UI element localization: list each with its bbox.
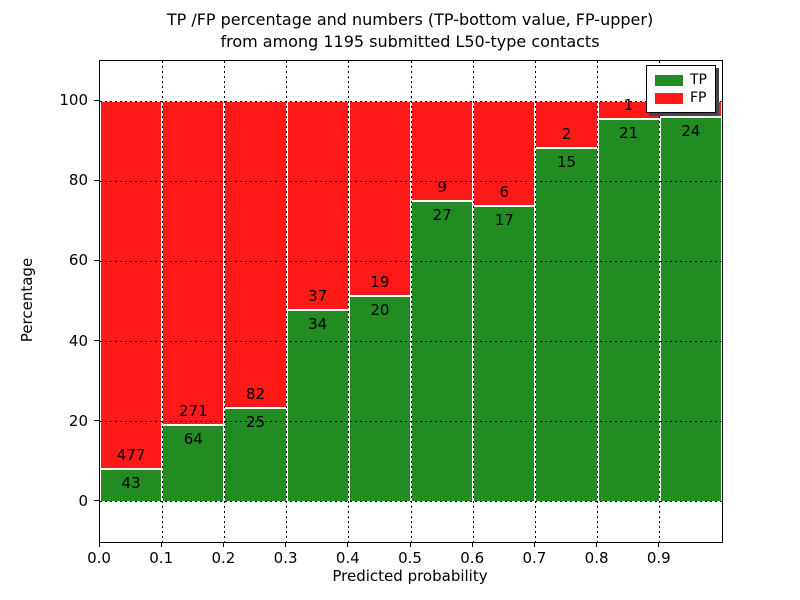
fp-bar-segment (224, 101, 287, 409)
x-axis-label: Predicted probability (332, 567, 488, 585)
fp-bar-segment (348, 101, 411, 297)
y-tick-mark (94, 340, 99, 342)
x-tick-label: 0.6 (460, 549, 485, 567)
x-tick-mark (98, 542, 100, 547)
x-tick-label: 0.0 (87, 549, 111, 567)
tp-count-label: 15 (556, 153, 577, 172)
x-tick-mark (285, 542, 287, 547)
y-tick-label: 20 (68, 411, 88, 430)
fp-count-label: 9 (437, 178, 447, 197)
fp-count-label: 6 (499, 182, 510, 201)
chart-title-line2: from among 1195 submitted L50-type conta… (220, 32, 600, 51)
tp-bar-segment (535, 148, 598, 502)
y-tick-label: 60 (68, 251, 88, 270)
tp-legend-swatch (655, 74, 683, 86)
gridline-vertical (161, 61, 163, 542)
chart-title-line1: TP /FP percentage and numbers (TP-bottom… (166, 10, 654, 29)
gridline-horizontal (100, 180, 722, 182)
fp-count-label: 82 (245, 385, 266, 404)
gridline-vertical (348, 61, 350, 542)
tp-legend-label: TP (690, 71, 707, 88)
plot-area: 477 43 271 64 82 25 37 34 19 20 9 27 6 17 2 15 1 21 24 (99, 60, 723, 543)
x-tick-mark (347, 542, 349, 547)
gridline-horizontal (100, 341, 722, 343)
fp-legend-swatch (655, 92, 683, 104)
x-tick-mark (160, 542, 162, 547)
gridline-vertical (597, 61, 599, 542)
tp-bar-segment (224, 408, 287, 502)
legend-entry-tp: TP (655, 71, 707, 88)
tp-count-label: 25 (245, 413, 266, 432)
gridline-horizontal (100, 501, 722, 503)
x-tick-mark (222, 542, 224, 547)
fp-bar-segment (411, 101, 474, 202)
x-tick-label: 0.8 (584, 549, 609, 567)
x-tick-mark (533, 542, 535, 547)
gridline-vertical (534, 61, 536, 542)
tp-bar-segment (100, 468, 163, 502)
fp-bar-segment (286, 101, 349, 310)
fp-count-label: 19 (370, 273, 390, 292)
gridline-vertical (223, 61, 225, 542)
gridline-vertical (286, 61, 288, 542)
gridline-horizontal (100, 260, 722, 262)
x-tick-label: 0.1 (149, 549, 174, 567)
tp-count-label: 17 (494, 210, 514, 229)
fp-count-label: 37 (308, 286, 328, 305)
tp-count-label: 20 (370, 301, 390, 320)
fp-bar-segment (162, 101, 225, 426)
x-tick-mark (409, 542, 411, 547)
gridline-vertical (472, 61, 474, 542)
fp-bar-segment (535, 101, 598, 149)
fp-legend-label: FP (690, 89, 707, 106)
fp-count-label: 1 (623, 96, 634, 115)
fp-count-label: 477 (116, 445, 146, 464)
x-tick-mark (471, 542, 473, 547)
tp-bar-segment (162, 425, 225, 502)
tp-count-label: 34 (308, 314, 328, 333)
x-tick-label: 0.9 (646, 549, 671, 567)
tp-bar-segment (348, 296, 411, 502)
fp-count-label: 271 (178, 402, 208, 421)
y-tick-mark (94, 99, 99, 101)
fp-bar-segment (473, 101, 536, 206)
gridline-horizontal (100, 421, 722, 423)
y-tick-mark (94, 179, 99, 181)
y-tick-label: 100 (59, 91, 88, 110)
x-tick-mark (658, 542, 660, 547)
gridline-vertical (659, 61, 661, 542)
tp-bar-segment (659, 117, 722, 502)
y-tick-mark (94, 500, 99, 502)
tp-count-label: 64 (183, 430, 203, 449)
x-tick-label: 0.7 (522, 549, 547, 567)
legend-entry-fp: FP (655, 89, 707, 106)
chart-title: TP /FP percentage and numbers (TP-bottom… (99, 9, 721, 53)
y-tick-label: 40 (68, 331, 88, 350)
y-axis-label: Percentage (18, 257, 36, 343)
x-tick-label: 0.4 (335, 549, 360, 567)
gridline-vertical (410, 61, 412, 542)
tp-bar-segment (286, 309, 349, 502)
y-tick-mark (94, 420, 99, 422)
y-tick-label: 80 (68, 171, 88, 190)
tp-count-label: 43 (121, 473, 141, 492)
x-tick-label: 0.2 (211, 549, 236, 567)
y-tick-mark (94, 259, 99, 261)
gridline-horizontal (100, 100, 722, 102)
tp-bar-segment (473, 205, 536, 502)
tp-count-label: 27 (432, 206, 452, 225)
tp-bar-segment (411, 201, 474, 502)
fp-count-label: 2 (561, 125, 572, 144)
legend: TP FP (646, 65, 716, 113)
x-tick-label: 0.5 (398, 549, 422, 567)
tp-bar-segment (597, 119, 660, 502)
fp-bar-segment (100, 101, 163, 469)
x-tick-label: 0.3 (273, 549, 298, 567)
x-tick-mark (596, 542, 598, 547)
y-tick-label: 0 (78, 491, 88, 510)
tp-count-label: 24 (681, 122, 701, 141)
tp-count-label: 21 (619, 124, 639, 143)
